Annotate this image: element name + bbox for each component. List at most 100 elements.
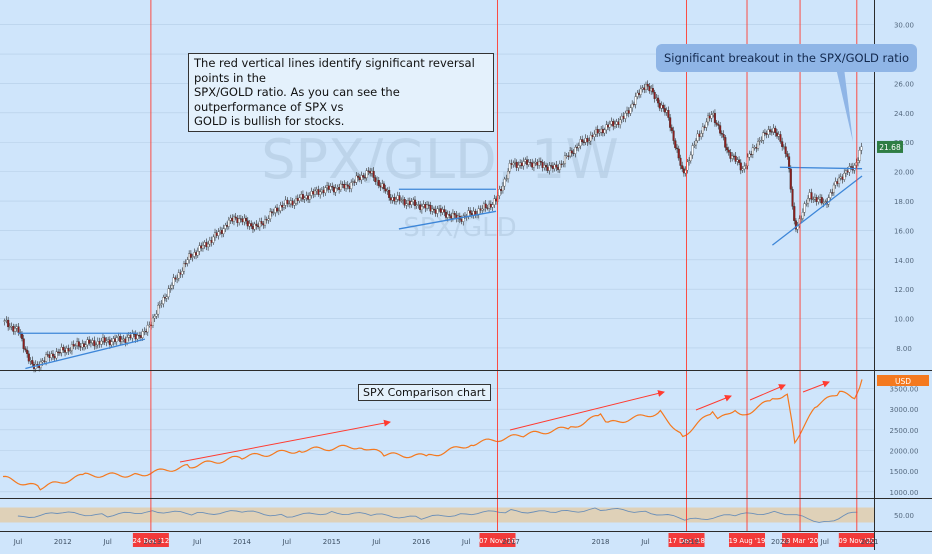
candle-body [312, 191, 315, 195]
reversal-label-2: 17 Dec '18 [668, 537, 705, 545]
candle-body [548, 165, 551, 171]
candle-body [426, 204, 429, 209]
candle-body [179, 272, 182, 275]
candle-body [694, 140, 698, 146]
candle-body [689, 154, 692, 161]
candle-body [701, 126, 704, 134]
candle-body [753, 147, 756, 149]
candle-body [846, 170, 849, 173]
candle-body [245, 217, 248, 221]
candle-body [793, 206, 796, 221]
candle-body [829, 192, 832, 198]
candle-body [653, 91, 656, 99]
x-tick-label-11: 2017 [502, 538, 520, 546]
candle-body [29, 360, 32, 362]
trend-arrow-2017 [509, 390, 665, 431]
candle-body [269, 211, 272, 220]
candle-body [560, 163, 563, 165]
candle-body [525, 159, 529, 165]
candle-body [70, 344, 73, 351]
candle-body [229, 217, 232, 221]
candle-body [239, 218, 242, 220]
candle-body [741, 168, 744, 171]
candle-body [7, 319, 10, 328]
candle-body [20, 333, 24, 339]
osc-tick-label: 50.00 [894, 512, 914, 520]
candle-body [139, 335, 142, 338]
candle-body [148, 324, 151, 326]
candle-body [363, 177, 367, 179]
candle-body [570, 150, 573, 154]
ratio-tick-label-0: 30.00 [894, 22, 914, 30]
candle-body [453, 213, 456, 216]
candle-body [393, 197, 396, 202]
candle-body [188, 253, 191, 260]
candle-body [722, 134, 725, 138]
candle-body [241, 218, 244, 223]
candle-body [205, 242, 208, 248]
candle-body [336, 187, 339, 189]
candle-body [436, 208, 439, 214]
candle-body [843, 173, 846, 180]
candle-body [448, 214, 451, 216]
candle-body [750, 153, 753, 155]
candle-body [210, 240, 213, 243]
ratio-tick-label-2: 26.00 [894, 80, 914, 88]
ratio-tick-label-4: 22.00 [894, 139, 914, 147]
candle-body [31, 360, 34, 365]
candle-body [72, 344, 75, 347]
candle-body [755, 147, 758, 149]
candle-body [398, 195, 401, 201]
candle-body [589, 134, 592, 142]
candle-body [667, 109, 670, 118]
candle-body [522, 161, 525, 167]
candle-body [603, 129, 606, 134]
candle-body [481, 208, 484, 211]
candle-body [115, 337, 118, 342]
candle-body [14, 328, 17, 332]
candle-body [63, 350, 67, 353]
x-tick-label-8: Jul [371, 538, 381, 546]
candle-body [120, 339, 123, 342]
candle-body [267, 218, 270, 221]
candle-body [820, 197, 823, 204]
reversal-label-bg-2 [668, 533, 705, 547]
reversal-lines: 24 Dec '12 07 Nov '16 17 Dec '18 19 Aug '19… [133, 0, 875, 547]
candle-body [708, 115, 711, 119]
oscillator-pane [0, 507, 874, 523]
ratio-tick-label-5: 20.00 [894, 169, 914, 177]
candle-body [212, 236, 215, 243]
candle-body [784, 146, 787, 154]
candle-body [313, 190, 317, 195]
candle-body [117, 336, 120, 338]
x-tick-label-4: Jul [192, 538, 202, 546]
candle-body [213, 232, 217, 238]
trend-arrow-2020a [749, 384, 786, 401]
candle-body [772, 127, 775, 133]
candle-body [672, 130, 675, 141]
candle-body [682, 168, 685, 174]
spx-tick-label-0: 3500.00 [890, 386, 919, 394]
candle-body [513, 161, 517, 164]
candle-body [498, 189, 501, 197]
candle-body [379, 185, 382, 188]
candle-body [401, 199, 404, 201]
candle-body [113, 338, 117, 342]
candle-body [77, 341, 80, 347]
candle-body [215, 232, 218, 236]
candle-body [625, 110, 629, 114]
candle-body [74, 345, 77, 347]
candle-body [429, 205, 432, 212]
candle-body [41, 360, 44, 363]
candle-body [491, 204, 494, 208]
candle-body [619, 119, 622, 125]
candle-body [8, 326, 11, 328]
candle-body [231, 217, 234, 222]
candle-body [372, 170, 375, 178]
trend-arrow-2013 [179, 419, 391, 463]
candle-body [351, 181, 354, 183]
oscillator-line [17, 507, 858, 523]
candle-body [839, 176, 842, 179]
candle-body [412, 199, 415, 202]
candle-body [105, 340, 108, 343]
